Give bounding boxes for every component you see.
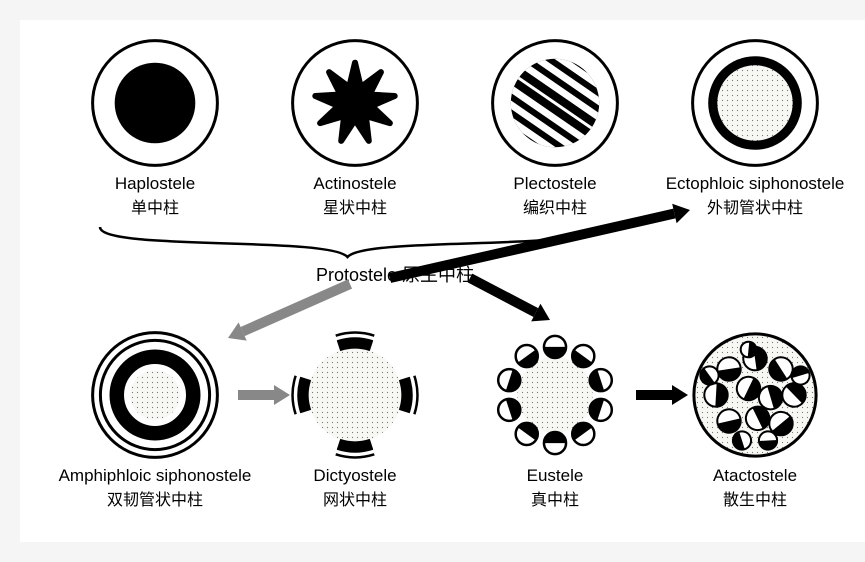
label-en-actinostele: Actinostele (255, 174, 455, 194)
stele-atacto: Atactostele散生中柱 (655, 330, 855, 510)
label-en-dictyo: Dictyostele (255, 466, 455, 486)
stele-eustele: Eustele真中柱 (455, 330, 655, 510)
label-cn-ecto: 外韧管状中柱 (655, 194, 855, 218)
stele-haplostele: Haplostele单中柱 (55, 38, 255, 218)
stele-ecto: Ectophloic siphonostele外韧管状中柱 (655, 38, 855, 218)
stele-dictyo: Dictyostele网状中柱 (255, 330, 455, 510)
label-en-haplostele: Haplostele (55, 174, 255, 194)
label-cn-actinostele: 星状中柱 (255, 194, 455, 218)
protostele-group-label: Protostele 原生中柱 (316, 261, 474, 287)
label-en-atacto: Atactostele (655, 466, 855, 486)
label-cn-haplostele: 单中柱 (55, 194, 255, 218)
stele-actinostele: Actinostele星状中柱 (255, 38, 455, 218)
label-cn-eustele: 真中柱 (455, 486, 655, 510)
label-en-amphi: Amphiphloic siphonostele (55, 466, 255, 486)
label-en-plectostele: Plectostele (455, 174, 655, 194)
label-cn-atacto: 散生中柱 (655, 486, 855, 510)
label-cn-plectostele: 编织中柱 (455, 194, 655, 218)
label-en-ecto: Ectophloic siphonostele (655, 174, 855, 194)
label-en-eustele: Eustele (455, 466, 655, 486)
label-cn-dictyo: 网状中柱 (255, 486, 455, 510)
stele-amphi: Amphiphloic siphonostele双韧管状中柱 (55, 330, 255, 510)
stele-plectostele: Plectostele编织中柱 (455, 38, 655, 218)
label-cn-amphi: 双韧管状中柱 (55, 486, 255, 510)
